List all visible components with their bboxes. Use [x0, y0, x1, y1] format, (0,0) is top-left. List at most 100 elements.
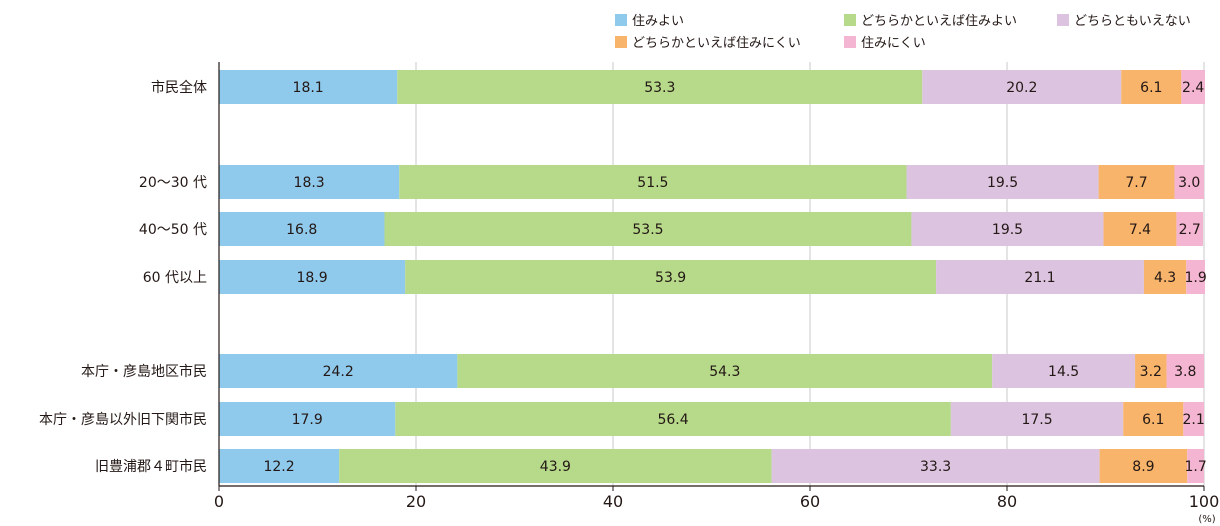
data-label: 6.1 — [1140, 80, 1162, 96]
bar-segment — [1135, 354, 1167, 388]
bar-segment — [1121, 70, 1182, 104]
bar-segment — [405, 260, 937, 294]
bar-segment — [1174, 165, 1204, 199]
x-tick-label: 60 — [800, 492, 820, 511]
data-label: 21.1 — [1024, 270, 1055, 286]
data-label: 1.7 — [1184, 459, 1206, 475]
legend-item: どちらかといえば住みよい — [844, 10, 1017, 29]
data-label: 56.4 — [657, 412, 688, 428]
data-label: 17.9 — [292, 412, 323, 428]
category-label: 20～30 代 — [139, 175, 207, 191]
legend-item: どちらかといえば住みにくい — [615, 32, 801, 51]
bar-segment — [219, 402, 396, 436]
data-label: 6.1 — [1142, 412, 1164, 428]
data-label: 7.4 — [1129, 222, 1151, 238]
legend-label: 住みにくい — [861, 36, 926, 51]
data-label: 19.5 — [987, 175, 1018, 191]
data-label: 1.9 — [1184, 270, 1206, 286]
bar-segment — [457, 354, 993, 388]
category-label: 市民全体 — [151, 79, 207, 96]
data-label: 17.5 — [1021, 412, 1052, 428]
bar-segment — [219, 70, 398, 104]
data-label: 33.3 — [920, 459, 951, 475]
legend-label: どちらかといえば住みにくい — [632, 36, 801, 51]
data-label: 24.2 — [323, 364, 354, 380]
legend-label: どちらともいえない — [1074, 14, 1191, 29]
legend-swatch — [615, 35, 627, 48]
data-label: 12.2 — [263, 459, 294, 475]
data-label: 54.3 — [709, 364, 740, 380]
bar-segment — [219, 260, 406, 294]
data-label: 2.4 — [1182, 80, 1204, 96]
data-label: 2.1 — [1183, 412, 1205, 428]
bar-segment — [1103, 212, 1177, 246]
bar-segment — [1098, 165, 1175, 199]
data-label: 20.2 — [1006, 80, 1037, 96]
bar-segment — [1187, 449, 1204, 483]
unit-label: (%) — [1198, 514, 1215, 525]
x-tick-label: 80 — [997, 492, 1017, 511]
bar-segment — [922, 70, 1122, 104]
legend-item: 住みにくい — [844, 32, 926, 51]
category-label: 本庁・彦島地区市民 — [81, 363, 207, 380]
legend-swatch — [1057, 13, 1069, 26]
data-label: 18.3 — [294, 175, 325, 191]
data-label: 53.9 — [655, 270, 686, 286]
bar-segment — [384, 212, 912, 246]
legend-swatch — [844, 13, 856, 26]
data-label: 16.8 — [286, 222, 317, 238]
bar-segment — [399, 165, 907, 199]
category-label: 本庁・彦島以外旧下関市民 — [39, 411, 207, 428]
bar-segment — [1186, 260, 1205, 294]
bar-segment — [1166, 354, 1204, 388]
data-label: 18.1 — [293, 80, 324, 96]
data-label: 3.0 — [1178, 175, 1200, 191]
legend-item: どちらともいえない — [1057, 10, 1191, 29]
data-label: 53.5 — [632, 222, 663, 238]
legend-label: 住みよい — [632, 14, 685, 29]
data-label: 14.5 — [1048, 364, 1079, 380]
bar-segment — [950, 402, 1124, 436]
bar-segment — [339, 449, 772, 483]
bar-segment — [219, 212, 385, 246]
category-label: 40～50 代 — [139, 222, 207, 238]
legend-swatch — [615, 13, 627, 26]
data-label: 2.7 — [1179, 222, 1201, 238]
category-label: 60 代以上 — [143, 270, 207, 286]
legend-item: 住みよい — [615, 10, 684, 29]
bar-segment — [219, 354, 458, 388]
legend-swatch — [844, 35, 856, 48]
bar-segment — [397, 70, 923, 104]
data-label: 18.9 — [296, 270, 327, 286]
bar-segment — [992, 354, 1136, 388]
x-tick-label: 20 — [406, 492, 426, 511]
data-label: 19.5 — [992, 222, 1023, 238]
bar-segment — [219, 165, 400, 199]
data-label: 8.9 — [1132, 459, 1154, 475]
bar-segment — [1143, 260, 1187, 294]
bar-segment — [771, 449, 1100, 483]
bar-segment — [1183, 402, 1204, 436]
bar-segment — [1176, 212, 1204, 246]
bar-segment — [1123, 402, 1184, 436]
data-label: 51.5 — [637, 175, 668, 191]
bar-segment — [1099, 449, 1188, 483]
x-tick-label: 0 — [214, 492, 224, 511]
category-label: 旧豊浦郡４町市民 — [95, 458, 207, 475]
data-label: 4.3 — [1154, 270, 1176, 286]
data-label: 7.7 — [1125, 175, 1147, 191]
data-label: 3.8 — [1174, 364, 1196, 380]
bar-segment — [911, 212, 1104, 246]
bar-segment — [1181, 70, 1205, 104]
bar-segment — [906, 165, 1099, 199]
bar-segment — [395, 402, 951, 436]
x-tick-label: 40 — [603, 492, 623, 511]
bar-segment — [219, 449, 340, 483]
bar-segment — [936, 260, 1144, 294]
data-label: 53.3 — [644, 80, 675, 96]
x-tick-label: 100 — [1189, 492, 1220, 511]
legend-label: どちらかといえば住みよい — [861, 14, 1018, 29]
data-label: 43.9 — [540, 459, 571, 475]
data-label: 3.2 — [1140, 364, 1162, 380]
